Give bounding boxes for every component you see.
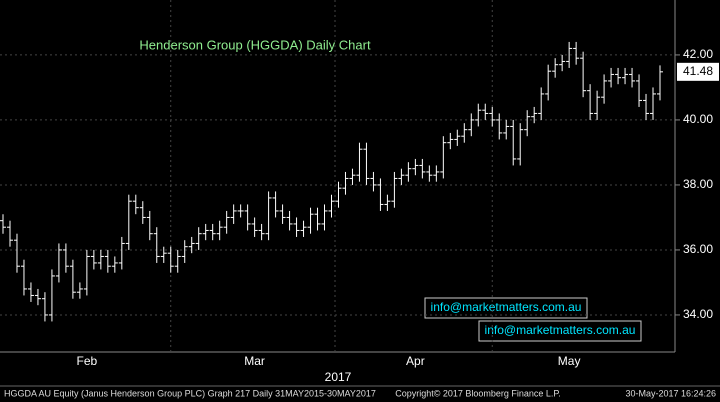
last-price-box: [677, 62, 719, 81]
y-tick-label: 36.00: [683, 242, 713, 256]
y-tick-label: 40.00: [683, 112, 713, 126]
x-tick-label: Apr: [406, 354, 425, 368]
footer-timestamp: 30-May-2017 16:24:26: [625, 388, 716, 398]
y-tick-label: 42.00: [683, 47, 713, 61]
x-axis-title: 2017: [325, 370, 352, 384]
x-tick-label: Feb: [77, 354, 98, 368]
annotation-box: [424, 297, 588, 319]
x-tick-label: May: [558, 354, 581, 368]
annotation: info@marketmatters.com.au: [485, 323, 636, 337]
y-tick-label: 38.00: [683, 177, 713, 191]
y-tick-label: 34.00: [683, 307, 713, 321]
annotation: info@marketmatters.com.au: [431, 300, 582, 314]
chart-title: Henderson Group (HGGDA) Daily Chart: [139, 37, 371, 52]
annotation-box: [478, 320, 642, 342]
last-price-label: 41.48: [683, 64, 713, 78]
footer-copyright: Copyright© 2017 Bloomberg Finance L.P.: [395, 388, 561, 398]
x-tick-label: Mar: [244, 354, 265, 368]
footer-left: HGGDA AU Equity (Janus Henderson Group P…: [4, 388, 376, 398]
